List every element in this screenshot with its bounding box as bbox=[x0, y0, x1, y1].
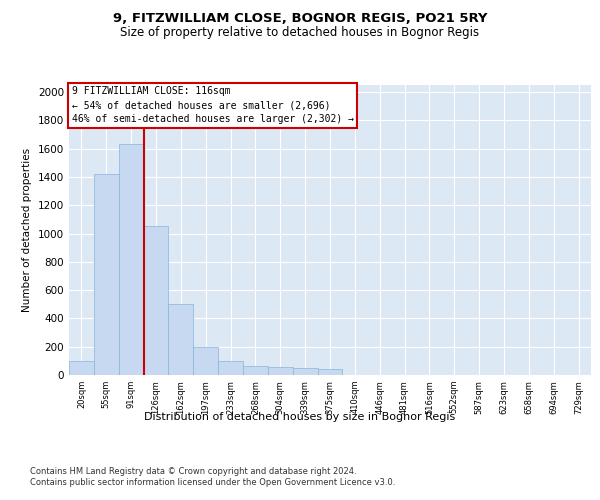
Bar bbox=[218, 361, 243, 375]
Bar bbox=[169, 304, 193, 375]
Bar bbox=[193, 346, 218, 375]
Text: Size of property relative to detached houses in Bognor Regis: Size of property relative to detached ho… bbox=[121, 26, 479, 39]
Text: 9 FITZWILLIAM CLOSE: 116sqm
← 54% of detached houses are smaller (2,696)
46% of : 9 FITZWILLIAM CLOSE: 116sqm ← 54% of det… bbox=[71, 86, 353, 124]
Bar bbox=[119, 144, 143, 375]
Bar bbox=[293, 368, 317, 375]
Bar bbox=[268, 367, 293, 375]
Bar bbox=[317, 370, 343, 375]
Text: 9, FITZWILLIAM CLOSE, BOGNOR REGIS, PO21 5RY: 9, FITZWILLIAM CLOSE, BOGNOR REGIS, PO21… bbox=[113, 12, 487, 26]
Text: Distribution of detached houses by size in Bognor Regis: Distribution of detached houses by size … bbox=[145, 412, 455, 422]
Bar bbox=[243, 366, 268, 375]
Bar bbox=[143, 226, 169, 375]
Text: Contains HM Land Registry data © Crown copyright and database right 2024.
Contai: Contains HM Land Registry data © Crown c… bbox=[30, 468, 395, 487]
Bar bbox=[69, 361, 94, 375]
Y-axis label: Number of detached properties: Number of detached properties bbox=[22, 148, 32, 312]
Bar bbox=[94, 174, 119, 375]
